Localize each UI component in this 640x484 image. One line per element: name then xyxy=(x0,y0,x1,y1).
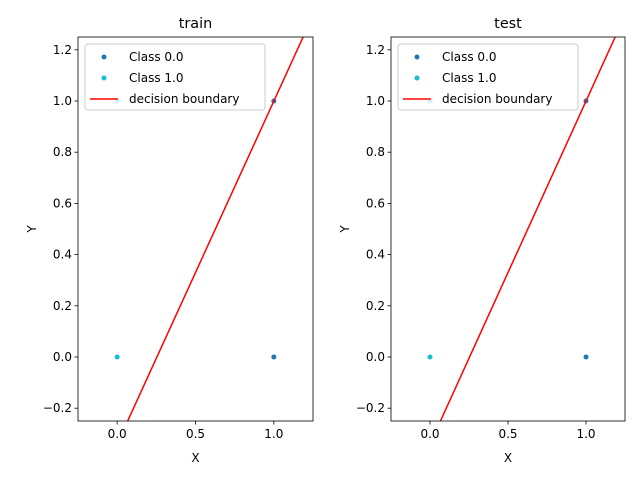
y-tick-label: 1.0 xyxy=(366,94,385,108)
y-tick-label: 1.2 xyxy=(53,43,72,57)
legend-swatch xyxy=(414,75,420,81)
scatter-point xyxy=(271,354,277,360)
legend-box xyxy=(84,43,266,111)
legend-label: Class 0.0 xyxy=(442,50,496,64)
scatter-point xyxy=(583,354,589,360)
x-axis-label: X xyxy=(504,451,512,465)
x-axis-label: X xyxy=(191,451,199,465)
x-tick-label: 0.5 xyxy=(498,427,517,441)
y-tick-label: 0.4 xyxy=(53,248,72,262)
y-tick-label: 1.2 xyxy=(366,43,385,57)
x-tick-label: 1.0 xyxy=(264,427,283,441)
x-tick-label: 0.0 xyxy=(108,427,127,441)
legend-label: Class 1.0 xyxy=(129,71,183,85)
legend-label: decision boundary xyxy=(129,92,239,106)
y-tick-label: 0.2 xyxy=(53,299,72,313)
axes-frame xyxy=(390,36,626,422)
x-tick-label: 0.5 xyxy=(186,427,205,441)
axes-frame xyxy=(77,36,314,422)
decision-line xyxy=(126,37,304,421)
y-tick-label: 1.0 xyxy=(53,94,72,108)
y-tick-label: −0.2 xyxy=(43,401,72,415)
subplot: train X Y 0.0 0.5 1.0 −0.2 0.0 0.2 0.4 0.6 0.8 1.0 1.… xyxy=(25,16,314,465)
scatter-point xyxy=(114,354,120,360)
y-tick-label: 0.4 xyxy=(366,248,385,262)
scatter-point xyxy=(427,354,433,360)
legend-label: decision boundary xyxy=(442,92,552,106)
y-tick-label: 0.0 xyxy=(366,350,385,364)
x-tick-label: 1.0 xyxy=(576,427,595,441)
y-axis-label: Y xyxy=(338,225,352,234)
legend-label: Class 0.0 xyxy=(129,50,183,64)
subplot-title: test xyxy=(494,16,522,32)
x-tick-label: 0.0 xyxy=(420,427,439,441)
y-tick-label: 0.8 xyxy=(366,145,385,159)
subplot-title: train xyxy=(179,16,213,32)
subplot: test X Y 0.0 0.5 1.0 −0.2 0.0 0.2 0.4 0.6 0.8 1.0 1.2… xyxy=(338,16,626,465)
legend-swatch xyxy=(101,54,107,60)
y-tick-label: −0.2 xyxy=(356,401,385,415)
y-tick-label: 0.0 xyxy=(53,350,72,364)
y-tick-label: 0.6 xyxy=(53,196,72,210)
legend-label: Class 1.0 xyxy=(442,71,496,85)
legend-swatch xyxy=(414,54,420,60)
y-tick-label: 0.8 xyxy=(53,145,72,159)
y-tick-label: 0.6 xyxy=(366,196,385,210)
y-axis-label: Y xyxy=(25,225,39,234)
y-tick-label: 0.2 xyxy=(366,299,385,313)
legend-swatch xyxy=(101,75,107,81)
legend-box xyxy=(397,43,579,111)
decision-line xyxy=(439,37,616,421)
